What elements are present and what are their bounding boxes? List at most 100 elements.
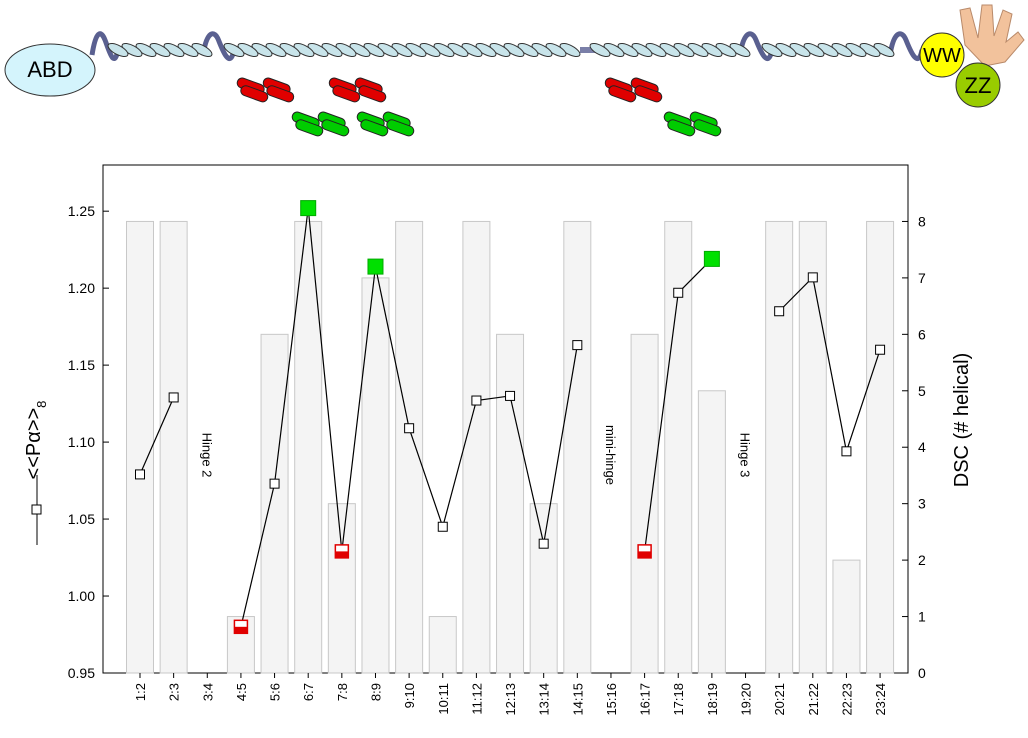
helix-coil — [761, 42, 783, 58]
x-tick-label: 21:22 — [806, 683, 821, 716]
bar — [260, 333, 289, 674]
helix-coil — [107, 42, 129, 58]
strand — [386, 119, 415, 137]
y-axis-title: <<Pα>>8 — [23, 401, 49, 480]
marker — [404, 423, 415, 434]
helix-coil — [447, 42, 469, 58]
ww-label: WW — [923, 45, 961, 67]
helix-coil — [817, 42, 839, 58]
helix-coil — [517, 42, 539, 58]
y-tick-label: 1.00 — [68, 588, 95, 604]
y2-tick-label: 7 — [918, 270, 926, 286]
helix-coil — [531, 42, 553, 58]
y-tick-label: 1.20 — [68, 280, 95, 296]
helix-coil — [859, 42, 881, 58]
legend-marker — [31, 504, 42, 515]
helix-coil — [177, 42, 199, 58]
x-tick-label: 15:16 — [604, 683, 619, 716]
x-tick-label: 16:17 — [638, 683, 653, 716]
marker — [505, 390, 516, 401]
linker — [580, 47, 600, 53]
strand — [693, 119, 722, 137]
bar — [327, 503, 356, 674]
y-tick-label: 1.25 — [68, 203, 95, 219]
marker — [538, 538, 549, 549]
bar — [395, 220, 424, 674]
strand — [667, 119, 696, 137]
y-tick-label: 0.95 — [68, 665, 95, 681]
x-tick-label: 2:3 — [167, 683, 182, 701]
y2-tick-label: 3 — [918, 496, 926, 512]
helix-coil — [631, 42, 653, 58]
bar — [563, 220, 592, 674]
y-legend-symbol — [31, 475, 42, 545]
bar — [866, 220, 895, 674]
strand — [240, 85, 269, 103]
marker — [471, 395, 482, 406]
x-tick-label: 12:13 — [503, 683, 518, 716]
x-tick-label: 11:12 — [469, 683, 484, 715]
helix-coil — [223, 42, 245, 58]
strand — [321, 119, 350, 137]
helix-coil — [363, 42, 385, 58]
helix-coil — [135, 42, 157, 58]
bar — [798, 220, 827, 674]
strand — [358, 85, 387, 103]
bar — [832, 559, 861, 674]
x-tick-label: 13:14 — [537, 683, 552, 716]
helix-coil — [265, 42, 287, 58]
y-tick-label: 1.05 — [68, 511, 95, 527]
bar — [159, 220, 188, 674]
helix-coil — [307, 42, 329, 58]
helix-coil — [559, 42, 581, 58]
bar — [361, 277, 390, 674]
helix-coil — [489, 42, 511, 58]
helix-coil — [503, 42, 525, 58]
helix-coil — [293, 42, 315, 58]
marker-fill — [638, 551, 652, 558]
x-tick-label: 14:15 — [570, 683, 585, 716]
loop — [737, 31, 775, 61]
zz-domain — [955, 62, 1001, 108]
helix-coil — [475, 42, 497, 58]
strand — [360, 119, 389, 137]
bar — [496, 333, 525, 674]
marker — [135, 469, 145, 480]
helix-coil — [251, 42, 273, 58]
annotation: Hinge 3 — [738, 433, 753, 478]
helix-coil — [237, 42, 259, 58]
loop — [89, 31, 121, 61]
marker — [168, 392, 179, 403]
x-tick-label: 7:8 — [335, 683, 350, 701]
marker — [703, 250, 720, 267]
helix-coil — [729, 42, 751, 58]
helix-coil — [461, 42, 483, 58]
helix-coil — [603, 42, 625, 58]
helix-coil — [789, 42, 811, 58]
hand-icon — [959, 4, 1025, 67]
helix-coil — [391, 42, 413, 58]
marker — [673, 287, 684, 298]
helix-coil — [377, 42, 399, 58]
x-tick-label: 8:9 — [368, 683, 383, 701]
bar — [765, 220, 794, 674]
bar — [462, 220, 491, 674]
abd-label: ABD — [27, 57, 72, 82]
helix-coil — [715, 42, 737, 58]
helix-coil — [617, 42, 639, 58]
helix-coil — [545, 42, 567, 58]
y2-tick-label: 4 — [918, 439, 926, 455]
bar — [226, 616, 255, 674]
marker — [774, 306, 785, 317]
strand — [295, 119, 324, 137]
helix-coil — [803, 42, 825, 58]
bar — [630, 333, 659, 674]
helix-coil — [405, 42, 427, 58]
x-tick-label: 20:21 — [772, 683, 787, 716]
y2-axis-title: DSC (# helical) — [951, 353, 973, 487]
loop — [200, 31, 237, 61]
helix-coil — [163, 42, 185, 58]
y2-tick-label: 1 — [918, 609, 926, 625]
bar — [697, 390, 726, 674]
helix-coil — [845, 42, 867, 58]
